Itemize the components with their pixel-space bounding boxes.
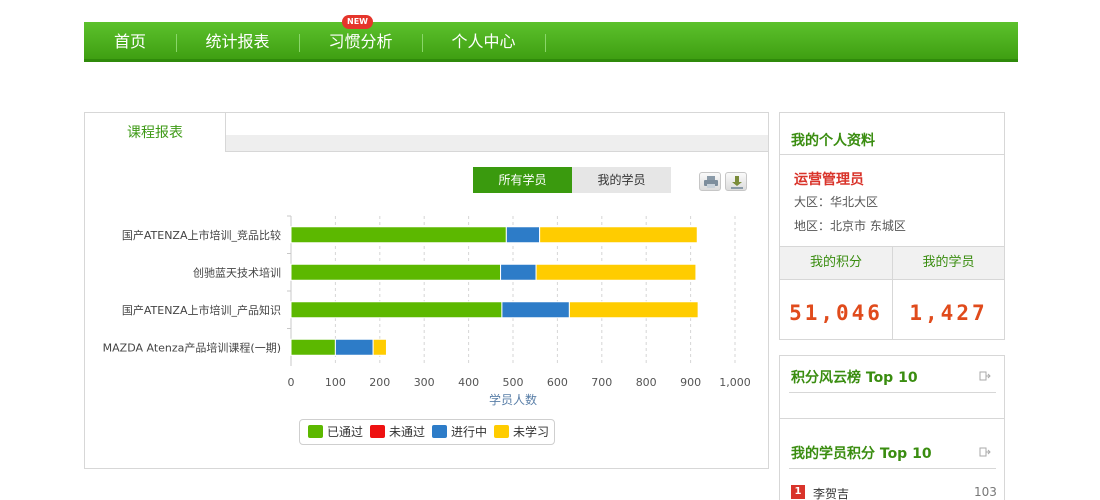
x-tick-label: 500	[503, 376, 524, 389]
rank-student-score: 103	[974, 485, 997, 499]
my-points-label: 我的积分	[780, 247, 892, 279]
nav-item-reports[interactable]: 统计报表	[205, 32, 270, 51]
my-points-value: 51,046	[789, 301, 883, 325]
x-tick-label: 900	[680, 376, 701, 389]
print-button[interactable]	[699, 172, 721, 191]
nav-item-personal-center[interactable]: 个人中心	[451, 32, 516, 51]
legend-swatch	[432, 425, 447, 438]
bar-segment	[501, 301, 570, 319]
tab-strip-fill	[226, 135, 768, 152]
x-tick-label: 1,000	[719, 376, 751, 389]
category-label: MAZDA Atenza产品培训课程(一期)	[103, 340, 281, 354]
my-students-label: 我的学员	[893, 247, 1004, 279]
legend-label: 未学习	[513, 425, 550, 439]
filter-my-students-button[interactable]: 我的学员	[572, 167, 671, 193]
divider	[780, 154, 1004, 155]
more-icon[interactable]	[979, 446, 991, 458]
profile-card: 我的个人资料 运营管理员 大区：华北大区 地区：北京市 东城区 我的积分 我的学…	[779, 112, 1005, 340]
legend-label: 未通过	[389, 425, 426, 439]
nav-divider	[545, 34, 546, 52]
profile-region: 大区：华北大区	[794, 195, 879, 209]
category-label: 创驰蓝天技术培训	[193, 265, 281, 279]
x-axis-title: 学员人数	[489, 392, 537, 407]
nav-divider	[299, 34, 300, 52]
bar-segment	[334, 338, 374, 356]
nav-divider	[176, 34, 177, 52]
legend-label: 进行中	[451, 425, 488, 439]
profile-area: 地区：北京市 东城区	[794, 219, 906, 233]
points-top10-title: 积分风云榜 Top 10	[791, 370, 918, 386]
filter-all-students-button[interactable]: 所有学员	[473, 167, 572, 193]
x-tick-label: 300	[414, 376, 435, 389]
bar-segment	[290, 301, 503, 319]
report-panel: 课程报表 所有学员 我的学员 0 100 200 300 400 500 600 700 800…	[84, 112, 769, 469]
section-divider	[780, 418, 1004, 419]
more-icon[interactable]	[979, 370, 991, 382]
download-icon	[731, 176, 743, 189]
bar-segment	[568, 301, 699, 319]
nav-item-home[interactable]: 首页	[113, 32, 146, 51]
x-tick-label: 600	[547, 376, 568, 389]
legend-item-in-progress[interactable]: 进行中	[432, 424, 487, 440]
rank-student-name[interactable]: 李贺吉	[813, 487, 850, 500]
legend-swatch	[308, 425, 323, 438]
report-tabs: 课程报表	[85, 113, 768, 152]
nav-item-habits[interactable]: 习惯分析	[328, 32, 393, 51]
divider	[789, 392, 996, 393]
rank-number-badge: 1	[791, 485, 805, 499]
legend-swatch	[494, 425, 509, 438]
x-tick-label: 100	[325, 376, 346, 389]
nav-divider	[422, 34, 423, 52]
category-label: 国产ATENZA上市培训_竞品比较	[122, 228, 281, 242]
legend-label: 已通过	[327, 425, 364, 439]
legend-swatch	[370, 425, 385, 438]
download-button[interactable]	[725, 172, 747, 191]
main-nav: 首页 统计报表 NEW 习惯分析 个人中心	[84, 15, 1018, 62]
profile-title: 我的个人资料	[791, 133, 875, 149]
bar-segment	[290, 263, 502, 281]
x-tick-label: 400	[458, 376, 479, 389]
stat-divider	[892, 247, 893, 340]
bar-segment	[372, 338, 387, 356]
my-students-top10-title: 我的学员积分 Top 10	[791, 446, 932, 462]
bar-segment	[500, 263, 537, 281]
legend-item-passed[interactable]: 已通过	[308, 424, 363, 440]
legend-item-not-started[interactable]: 未学习	[494, 424, 549, 440]
divider	[780, 246, 1004, 247]
my-students-value: 1,427	[909, 301, 988, 325]
divider	[789, 468, 996, 469]
x-tick-label: 0	[288, 376, 295, 389]
x-tick-label: 700	[591, 376, 612, 389]
new-badge: NEW	[342, 15, 373, 29]
bar-segment	[290, 226, 507, 244]
x-tick-label: 200	[369, 376, 390, 389]
tab-course-report[interactable]: 课程报表	[85, 113, 226, 152]
bar-segment	[505, 226, 541, 244]
bar-segment	[290, 338, 336, 356]
course-stacked-bar-chart: 0 100 200 300 400 500 600 700 800 900 1,000 学员人数 国产A…	[103, 215, 751, 407]
category-label: 国产ATENZA上市培训_产品知识	[122, 303, 281, 317]
legend-item-failed[interactable]: 未通过	[370, 424, 425, 440]
rankings-card: 积分风云榜 Top 10 我的学员积分 Top 10 1 李贺吉 103	[779, 355, 1005, 500]
print-icon	[704, 176, 718, 188]
bar-segment	[539, 226, 698, 244]
x-tick-label: 800	[636, 376, 657, 389]
chart-legend: 已通过 未通过 进行中 未学习	[299, 419, 555, 445]
profile-username: 运营管理员	[794, 172, 864, 188]
bar-segment	[535, 263, 697, 281]
